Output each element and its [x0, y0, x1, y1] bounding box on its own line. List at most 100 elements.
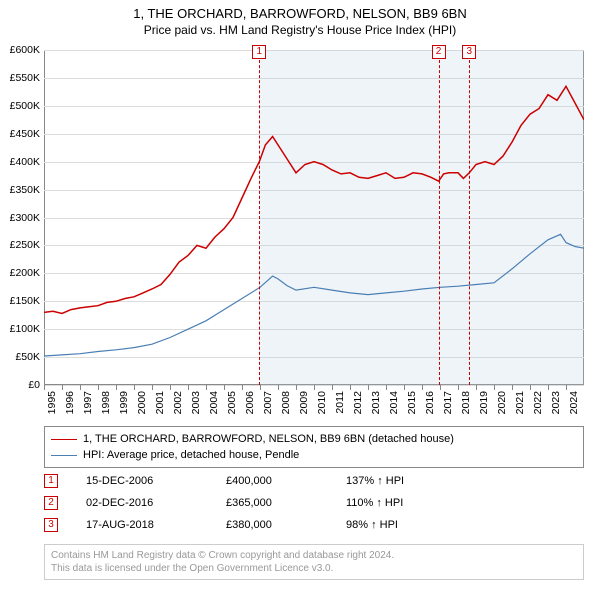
y-tick-label: £200K — [0, 267, 40, 279]
x-tick-mark — [260, 385, 261, 390]
x-tick-mark — [242, 385, 243, 390]
legend-label: HPI: Average price, detached house, Pend… — [83, 449, 299, 461]
x-tick-mark — [512, 385, 513, 390]
sale-row-marker: 3 — [44, 518, 58, 532]
x-tick-mark — [224, 385, 225, 390]
x-tick-label: 2009 — [298, 391, 310, 423]
footer-attribution: Contains HM Land Registry data © Crown c… — [44, 544, 584, 580]
sale-row-marker: 1 — [44, 474, 58, 488]
x-tick-label: 2012 — [352, 391, 364, 423]
x-tick-label: 2018 — [460, 391, 472, 423]
x-tick-label: 2001 — [154, 391, 166, 423]
x-tick-mark — [530, 385, 531, 390]
sale-row: 3 17-AUG-2018£380,00098% ↑ HPI — [44, 514, 584, 536]
x-tick-mark — [80, 385, 81, 390]
sales-table: 115-DEC-2006£400,000137% ↑ HPI202-DEC-20… — [44, 470, 584, 536]
x-tick-mark — [296, 385, 297, 390]
x-tick-label: 2024 — [568, 391, 580, 423]
y-tick-label: £250K — [0, 239, 40, 251]
x-tick-label: 2006 — [244, 391, 256, 423]
x-tick-label: 2008 — [280, 391, 292, 423]
x-tick-label: 2000 — [136, 391, 148, 423]
sale-price: £380,000 — [226, 519, 346, 531]
x-tick-mark — [458, 385, 459, 390]
y-tick-label: £300K — [0, 212, 40, 224]
x-tick-label: 2014 — [388, 391, 400, 423]
x-tick-mark — [278, 385, 279, 390]
x-tick-label: 1998 — [100, 391, 112, 423]
x-tick-mark — [98, 385, 99, 390]
x-tick-mark — [332, 385, 333, 390]
x-tick-label: 2011 — [334, 391, 346, 423]
x-tick-mark — [134, 385, 135, 390]
sale-hpi: 137% ↑ HPI — [346, 475, 456, 487]
series-price_paid — [44, 86, 584, 313]
x-tick-label: 2005 — [226, 391, 238, 423]
x-tick-mark — [206, 385, 207, 390]
sale-marker-box: 2 — [432, 45, 446, 59]
chart-plot-area: 123 — [44, 50, 584, 385]
x-tick-label: 2007 — [262, 391, 274, 423]
x-tick-label: 2003 — [190, 391, 202, 423]
legend-row: 1, THE ORCHARD, BARROWFORD, NELSON, BB9 … — [51, 431, 577, 447]
sale-marker-box: 1 — [252, 45, 266, 59]
footer-line1: Contains HM Land Registry data © Crown c… — [51, 549, 577, 562]
x-tick-label: 2021 — [514, 391, 526, 423]
x-tick-mark — [116, 385, 117, 390]
chart-title: 1, THE ORCHARD, BARROWFORD, NELSON, BB9 … — [0, 6, 600, 21]
x-tick-mark — [386, 385, 387, 390]
sale-row: 115-DEC-2006£400,000137% ↑ HPI — [44, 470, 584, 492]
x-tick-label: 2015 — [406, 391, 418, 423]
x-tick-label: 2010 — [316, 391, 328, 423]
x-tick-label: 2013 — [370, 391, 382, 423]
x-tick-mark — [188, 385, 189, 390]
sale-date: 02-DEC-2016 — [86, 497, 226, 509]
x-tick-label: 2002 — [172, 391, 184, 423]
legend-label: 1, THE ORCHARD, BARROWFORD, NELSON, BB9 … — [83, 433, 454, 445]
y-tick-label: £450K — [0, 128, 40, 140]
y-tick-label: £350K — [0, 184, 40, 196]
x-tick-label: 1999 — [118, 391, 130, 423]
x-tick-mark — [476, 385, 477, 390]
x-tick-mark — [314, 385, 315, 390]
y-tick-label: £150K — [0, 295, 40, 307]
x-tick-label: 2022 — [532, 391, 544, 423]
x-tick-mark — [350, 385, 351, 390]
sale-vline — [259, 50, 260, 385]
x-tick-mark — [404, 385, 405, 390]
x-tick-label: 2020 — [496, 391, 508, 423]
sale-row: 2 02-DEC-2016£365,000110% ↑ HPI — [44, 492, 584, 514]
x-tick-label: 2004 — [208, 391, 220, 423]
x-tick-label: 1997 — [82, 391, 94, 423]
sale-row-marker: 2 — [44, 496, 58, 510]
series-hpi — [44, 234, 584, 356]
y-tick-label: £500K — [0, 100, 40, 112]
x-tick-label: 2016 — [424, 391, 436, 423]
sale-price: £400,000 — [226, 475, 346, 487]
x-tick-label: 2017 — [442, 391, 454, 423]
y-tick-label: £550K — [0, 72, 40, 84]
x-tick-mark — [440, 385, 441, 390]
chart-subtitle: Price paid vs. HM Land Registry's House … — [0, 23, 600, 37]
x-tick-label: 2019 — [478, 391, 490, 423]
x-tick-mark — [548, 385, 549, 390]
legend: 1, THE ORCHARD, BARROWFORD, NELSON, BB9 … — [44, 426, 584, 468]
y-tick-label: £50K — [0, 351, 40, 363]
x-tick-label: 2023 — [550, 391, 562, 423]
sale-price: £365,000 — [226, 497, 346, 509]
y-tick-label: £100K — [0, 323, 40, 335]
x-tick-mark — [170, 385, 171, 390]
sale-vline — [469, 50, 470, 385]
sale-date: 17-AUG-2018 — [86, 519, 226, 531]
y-tick-label: £400K — [0, 156, 40, 168]
legend-row: HPI: Average price, detached house, Pend… — [51, 447, 577, 463]
y-tick-label: £0 — [0, 379, 40, 391]
chart-lines — [44, 50, 584, 385]
x-tick-mark — [368, 385, 369, 390]
sale-vline — [439, 50, 440, 385]
x-tick-mark — [44, 385, 45, 390]
sale-hpi: 98% ↑ HPI — [346, 519, 456, 531]
x-tick-mark — [422, 385, 423, 390]
sale-hpi: 110% ↑ HPI — [346, 497, 456, 509]
x-tick-mark — [62, 385, 63, 390]
